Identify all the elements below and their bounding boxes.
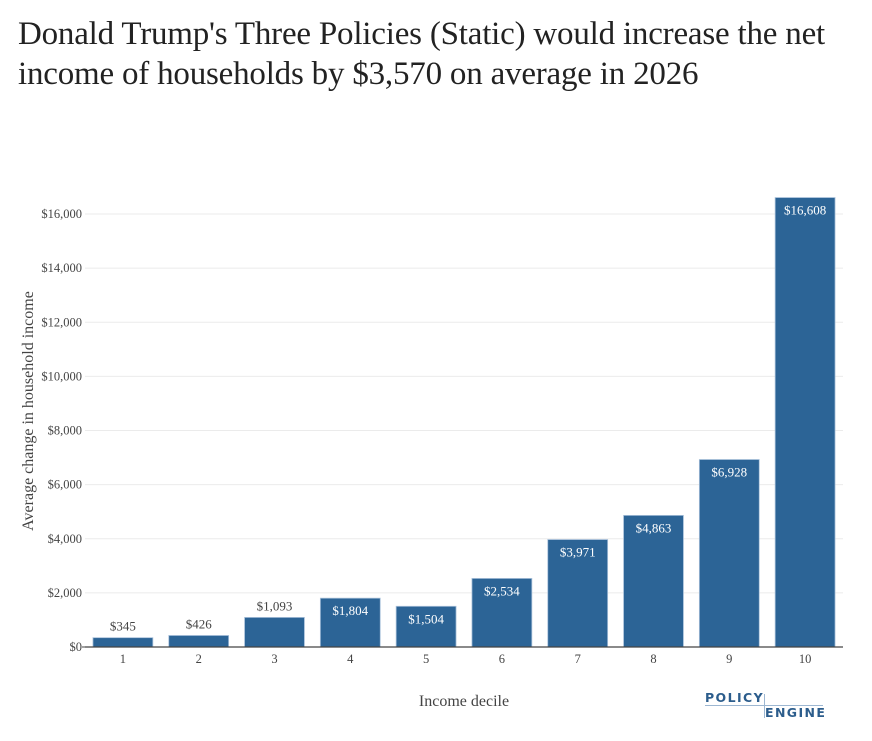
- y-tick-label: $2,000: [48, 586, 82, 600]
- y-tick-label: $16,000: [41, 207, 82, 221]
- x-tick-label: 1: [120, 652, 126, 666]
- logo-divider: [764, 706, 765, 718]
- y-axis-title: Average change in household income: [20, 291, 37, 531]
- y-tick-label: $8,000: [48, 424, 82, 438]
- logo-divider: [764, 694, 765, 705]
- y-tick-label: $12,000: [41, 315, 82, 329]
- bar-data-label: $2,534: [484, 583, 520, 598]
- x-tick-label: 9: [726, 652, 732, 666]
- logo-divider: [705, 705, 823, 706]
- bar: [319, 597, 381, 648]
- bars: [92, 197, 836, 648]
- logo-text-engine: ENGINE: [765, 705, 827, 720]
- y-axis-ticks: $0 $2,000 $4,000 $6,000 $8,000 $10,000 $12,000…: [41, 207, 85, 654]
- bar-data-label: $6,928: [711, 465, 747, 480]
- bar-data-label: $345: [110, 619, 136, 634]
- y-tick-label: $4,000: [48, 532, 82, 546]
- bar: [92, 637, 154, 648]
- bar-data-label: $426: [186, 616, 213, 631]
- y-tick-label: $6,000: [48, 478, 82, 492]
- bar: [168, 635, 230, 648]
- y-tick-label: $0: [70, 640, 83, 654]
- x-tick-label: 3: [271, 652, 277, 666]
- bar-data-label: $16,608: [784, 203, 826, 218]
- y-tick-label: $14,000: [41, 261, 82, 275]
- x-tick-label: 5: [423, 652, 429, 666]
- x-tick-label: 6: [499, 652, 505, 666]
- chart-title: Donald Trump's Three Policies (Static) w…: [18, 16, 825, 92]
- bar: [774, 197, 836, 648]
- x-tick-label: 10: [799, 652, 812, 666]
- bar: [547, 539, 609, 648]
- y-tick-label: $10,000: [41, 369, 82, 383]
- policyengine-logo: POLICY ENGINE: [705, 690, 827, 721]
- bar: [471, 578, 533, 648]
- x-tick-label: 7: [575, 652, 581, 666]
- bar: [395, 605, 457, 648]
- bar-data-labels: $345 $426 $1,093 $1,804 $1,504 $2,534 $3,971 $4…: [110, 203, 826, 634]
- bar-data-label: $1,504: [408, 611, 444, 626]
- bar-data-label: $3,971: [560, 545, 596, 560]
- bar-data-label: $4,863: [636, 520, 672, 535]
- gridlines: [85, 213, 843, 594]
- bar-data-label: $1,093: [257, 598, 293, 613]
- bar: [244, 617, 305, 648]
- logo-text-policy: POLICY: [705, 690, 765, 705]
- bar-data-label: $1,804: [332, 603, 368, 618]
- x-tick-label: 2: [196, 652, 202, 666]
- x-tick-label: 8: [650, 652, 656, 666]
- x-axis-ticks: 1 2 3 4 5 6 7 8 9 10: [120, 652, 812, 666]
- bar: [698, 459, 760, 648]
- x-axis-title: Income decile: [419, 693, 509, 710]
- x-tick-label: 4: [347, 652, 354, 666]
